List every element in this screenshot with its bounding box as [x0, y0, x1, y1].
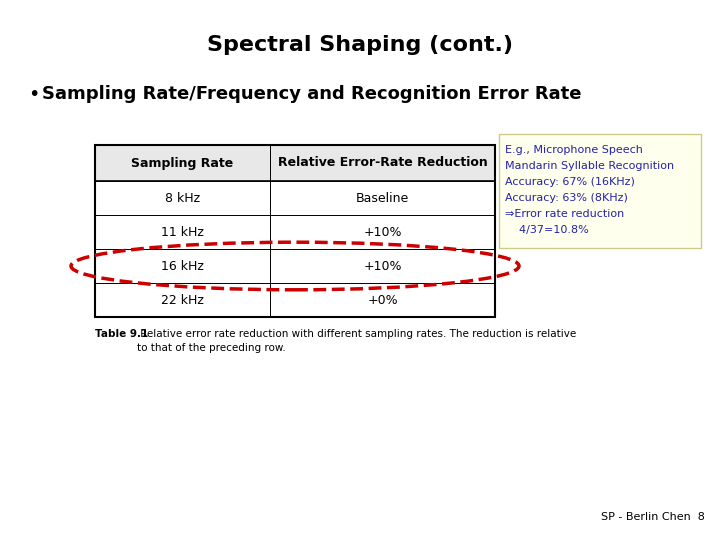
Text: SP - Berlin Chen  8: SP - Berlin Chen 8 [601, 512, 705, 522]
Text: 4/37=10.8%: 4/37=10.8% [505, 225, 589, 235]
Text: Accuracy: 63% (8KHz): Accuracy: 63% (8KHz) [505, 193, 628, 203]
Text: Relative error rate reduction with different sampling rates. The reduction is re: Relative error rate reduction with diffe… [137, 329, 576, 353]
Text: Baseline: Baseline [356, 192, 409, 205]
Text: Spectral Shaping (cont.): Spectral Shaping (cont.) [207, 35, 513, 55]
Text: 22 kHz: 22 kHz [161, 294, 204, 307]
Text: +10%: +10% [364, 260, 402, 273]
Text: Mandarin Syllable Recognition: Mandarin Syllable Recognition [505, 161, 674, 171]
Text: Relative Error-Rate Reduction: Relative Error-Rate Reduction [278, 157, 487, 170]
Text: 11 kHz: 11 kHz [161, 226, 204, 239]
Text: Table 9.1: Table 9.1 [95, 329, 148, 339]
Bar [95, 145, 495, 317]
Text: E.g., Microphone Speech: E.g., Microphone Speech [505, 145, 643, 155]
Text: +0%: +0% [367, 294, 398, 307]
Bar [95, 145, 495, 181]
FancyBboxPatch shape [499, 134, 701, 248]
Text: Sampling Rate/Frequency and Recognition Error Rate: Sampling Rate/Frequency and Recognition … [42, 85, 582, 103]
Text: Accuracy: 67% (16KHz): Accuracy: 67% (16KHz) [505, 177, 635, 187]
Text: +10%: +10% [364, 226, 402, 239]
Text: 16 kHz: 16 kHz [161, 260, 204, 273]
Text: 8 kHz: 8 kHz [165, 192, 200, 205]
Bar [95, 145, 495, 317]
Text: ⇒Error rate reduction: ⇒Error rate reduction [505, 209, 624, 219]
Text: Sampling Rate: Sampling Rate [131, 157, 233, 170]
Text: •: • [28, 85, 40, 104]
